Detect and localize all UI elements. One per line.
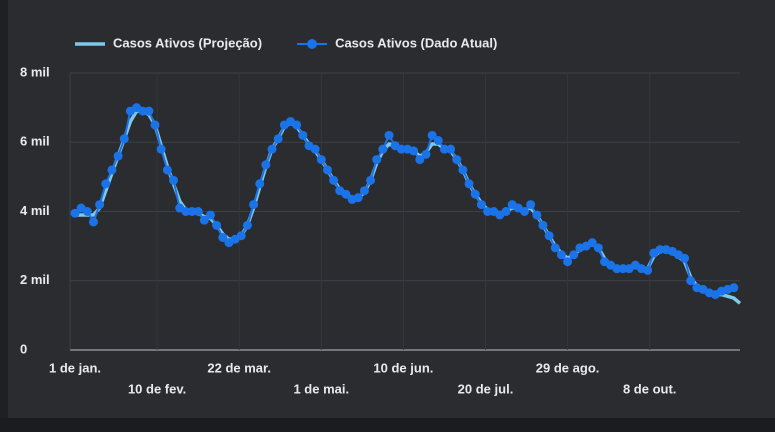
data-point	[501, 207, 511, 216]
data-point	[680, 253, 690, 263]
data-point	[255, 179, 265, 189]
data-point	[396, 144, 406, 154]
data-point	[556, 250, 566, 260]
data-point	[476, 200, 486, 210]
data-point	[421, 149, 431, 159]
data-point	[415, 155, 425, 165]
data-point	[236, 231, 246, 241]
data-point	[538, 220, 548, 230]
data-point	[82, 207, 92, 216]
data-point	[612, 264, 622, 274]
data-point	[359, 186, 369, 196]
data-point	[162, 165, 172, 175]
y-tick-label: 0	[20, 341, 27, 356]
data-point	[101, 179, 111, 189]
data-point	[464, 179, 474, 189]
data-point	[550, 243, 560, 253]
data-point	[187, 207, 197, 216]
data-point	[519, 207, 529, 216]
data-point	[144, 106, 154, 116]
y-tick-label: 2 mil	[20, 272, 50, 287]
data-point	[267, 144, 277, 154]
x-tick-label: 10 de jun.	[373, 360, 433, 375]
data-point	[470, 189, 480, 199]
data-point	[569, 250, 579, 260]
data-point	[113, 151, 123, 161]
data-point	[138, 106, 148, 116]
data-point	[218, 232, 228, 242]
data-point	[366, 175, 376, 185]
data-point	[409, 146, 419, 156]
x-tick-label: 10 de fev.	[128, 381, 186, 396]
data-point	[483, 207, 493, 216]
data-point	[384, 130, 394, 140]
data-point	[329, 175, 339, 185]
data-point	[205, 210, 215, 220]
x-tick-label: 1 de mai.	[293, 381, 349, 396]
legend-label: Casos Ativos (Projeção)	[113, 35, 262, 50]
data-point	[372, 155, 382, 165]
data-point	[249, 200, 259, 210]
x-tick-label: 29 de ago.	[536, 360, 600, 375]
data-point	[199, 215, 209, 225]
data-point	[316, 155, 326, 165]
y-tick-label: 4 mil	[20, 203, 50, 218]
data-point	[107, 165, 117, 175]
data-point	[618, 264, 628, 274]
data-point	[150, 120, 160, 130]
data-point	[169, 175, 179, 185]
panel	[8, 0, 775, 418]
data-point	[643, 265, 653, 275]
data-point	[686, 276, 696, 286]
data-point	[298, 130, 308, 140]
data-point	[563, 257, 573, 267]
data-point	[452, 155, 462, 165]
data-point	[242, 220, 252, 230]
x-tick-label: 1 de jan.	[49, 360, 101, 375]
data-point	[310, 144, 320, 154]
data-point	[353, 193, 363, 203]
data-point	[212, 220, 222, 230]
data-point	[378, 144, 388, 154]
data-point	[544, 231, 554, 241]
x-tick-label: 8 de out.	[623, 381, 676, 396]
data-point	[341, 189, 351, 199]
y-tick-label: 6 mil	[20, 134, 50, 149]
data-point	[193, 207, 203, 216]
legend-label: Casos Ativos (Dado Atual)	[335, 35, 497, 50]
data-point	[593, 243, 603, 253]
data-point	[70, 208, 80, 218]
data-point	[261, 160, 271, 170]
data-point	[119, 134, 129, 144]
data-point	[532, 210, 542, 220]
data-point	[292, 120, 302, 130]
data-point	[446, 144, 456, 154]
x-tick-label: 20 de jul.	[458, 381, 514, 396]
data-point	[322, 165, 332, 175]
y-tick-label: 8 mil	[20, 64, 50, 79]
data-point	[181, 207, 191, 216]
legend-marker	[307, 39, 318, 49]
data-point	[655, 245, 665, 255]
data-point	[729, 283, 739, 293]
data-point	[433, 136, 443, 146]
data-point	[458, 165, 468, 175]
data-point	[427, 130, 437, 140]
data-point	[156, 144, 166, 154]
data-point	[439, 144, 449, 154]
data-point	[587, 238, 597, 248]
data-point	[526, 200, 536, 210]
data-point	[88, 217, 98, 227]
x-tick-label: 22 de mar.	[207, 360, 271, 375]
data-point	[273, 134, 283, 144]
data-point	[95, 200, 105, 210]
bottom-strip	[0, 418, 775, 432]
